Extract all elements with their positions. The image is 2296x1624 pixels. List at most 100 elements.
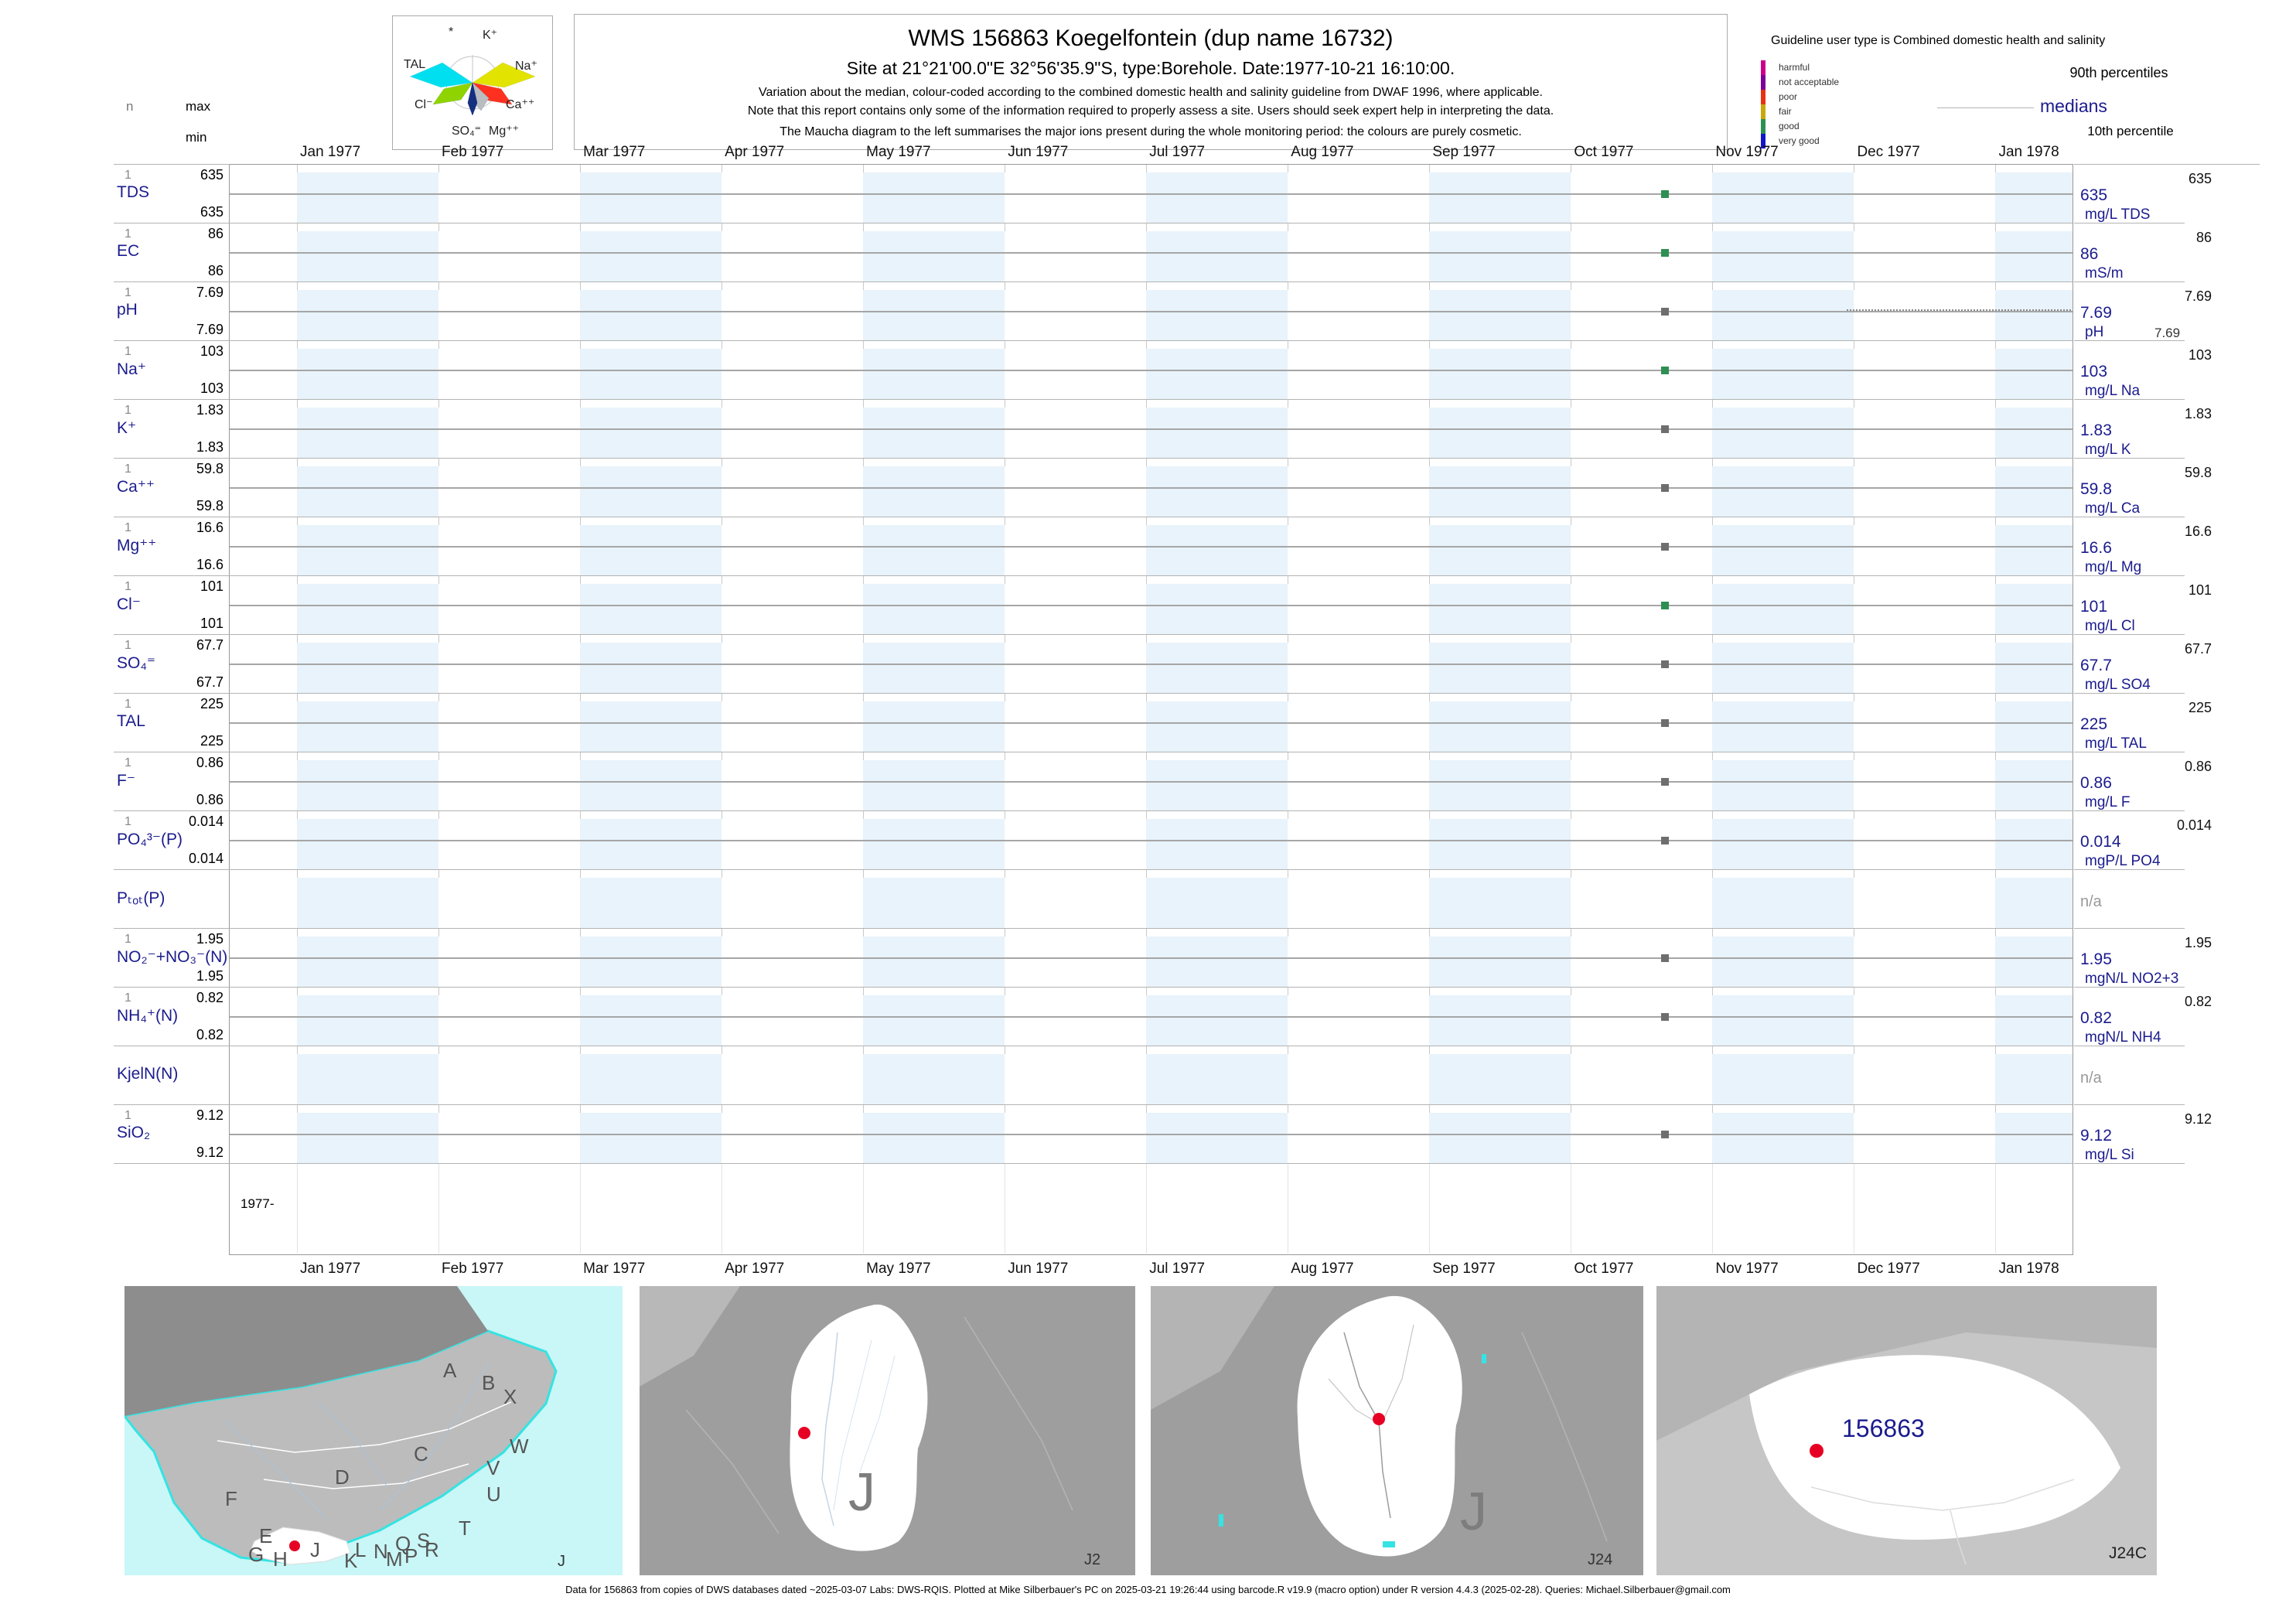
month-band (580, 584, 722, 634)
month-tick (580, 517, 582, 525)
ion-label-other: * (449, 26, 454, 39)
median-line (230, 252, 2073, 254)
month-label: Jun 1977 (1008, 144, 1069, 160)
param-values-cell: 635 635 mg/L TDS (2074, 165, 2212, 223)
maucha-wedge-cl (432, 82, 473, 105)
month-band (1712, 1113, 1854, 1163)
month-band (580, 643, 722, 693)
unit-label: mg/L K (2085, 442, 2131, 458)
month-tick (1712, 635, 1714, 643)
median-value: 67.7 (2080, 657, 2112, 674)
param-label: pH (117, 301, 138, 319)
unit-label: mgP/L PO4 (2085, 853, 2161, 869)
month-tick (1712, 811, 1714, 819)
param-values-cell: 0.82 0.82 mgN/L NH4 (2074, 988, 2212, 1046)
month-tick (1429, 341, 1431, 349)
month-band (863, 760, 1005, 810)
month-tick (1712, 576, 1714, 584)
unit-label: mg/L Cl (2085, 618, 2135, 634)
param-label: Ca⁺⁺ (117, 478, 155, 496)
month-band (1429, 290, 1571, 340)
month-band (863, 701, 1005, 752)
sample-marker (1661, 1013, 1669, 1021)
drainage-letter-T: T (459, 1517, 471, 1540)
guideline-segment-not-acceptable (1761, 75, 1765, 90)
param-label: PO₄³⁻(P) (117, 831, 183, 848)
median-line (230, 193, 2073, 195)
month-band (1712, 172, 1854, 223)
param-stats-cell: K⁺ 1 1.83 1.83 (114, 400, 230, 459)
month-band (1995, 643, 2073, 693)
month-band (580, 349, 722, 399)
param-label: SiO₂ (117, 1124, 151, 1141)
month-band (580, 1113, 722, 1163)
month-tick (580, 1046, 582, 1054)
region-letter: J (848, 1462, 875, 1522)
month-band (297, 701, 439, 752)
drainage-letter-S: S (417, 1529, 430, 1552)
month-tick (297, 459, 298, 466)
month-tick (1429, 1046, 1431, 1054)
month-tick (863, 694, 865, 701)
n-value: 1 (125, 639, 131, 652)
month-band (580, 760, 722, 810)
month-band (1712, 701, 1854, 752)
month-tick (1712, 752, 1714, 760)
drainage-letter-E: E (259, 1524, 272, 1547)
n-value: 1 (125, 580, 131, 593)
month-tick (1995, 870, 1997, 878)
min-value: 0.014 (188, 851, 223, 866)
month-tick (1712, 870, 1714, 878)
month-tick (438, 341, 440, 349)
axis-start-strip: 1977- (230, 1164, 2073, 1254)
param-values-cell: n/a (2074, 870, 2185, 929)
month-band (863, 878, 1005, 928)
month-band (1429, 349, 1571, 399)
month-tick (863, 752, 865, 760)
param-values-cell: 16.6 16.6 mg/L Mg (2074, 517, 2212, 576)
month-band (1146, 701, 1288, 752)
unit-label: mg/L Mg (2085, 559, 2142, 575)
month-label: Feb 1977 (442, 1261, 504, 1277)
param-label: NO₂⁻+NO₃⁻(N) (117, 948, 228, 966)
sample-marker (1661, 425, 1669, 433)
month-tick (1146, 400, 1148, 408)
month-band (1429, 878, 1571, 928)
month-band (863, 819, 1005, 869)
param-stats-cell: KjelN(N) (114, 1046, 230, 1105)
month-band (297, 937, 439, 987)
month-tick (1712, 282, 1714, 290)
site-subtitle: Site at 21°21'00.0"E 32°56'35.9"S, type:… (846, 58, 1455, 78)
month-band (863, 1113, 1005, 1163)
axis-start-note: 1977- (241, 1196, 275, 1211)
month-tick (863, 517, 865, 525)
month-band (580, 525, 722, 575)
param-stats-cell: NH₄⁺(N) 1 0.82 0.82 (114, 988, 230, 1046)
drainage-letter-N: N (374, 1540, 388, 1563)
month-tick (297, 635, 298, 643)
guideline-segment-harmful (1761, 60, 1765, 75)
p90-label: 90th percentiles (2069, 65, 2168, 80)
unit-label: mg/L SO4 (2085, 677, 2151, 693)
month-tick (580, 282, 582, 290)
p90-value: 86 (2195, 230, 2212, 245)
month-tick (438, 811, 440, 819)
month-tick (580, 1164, 582, 1254)
month-tick (297, 517, 298, 525)
max-value: 1.95 (196, 931, 223, 947)
drainage-letters: A BX C W D VU FE T Q S L N RM P G H J K (225, 1359, 529, 1572)
site-number-label: 156863 (1842, 1414, 1925, 1442)
param-values-cell: 59.8 59.8 mg/L Ca (2074, 459, 2212, 517)
p90-value: 1.83 (2184, 406, 2212, 421)
ph-guideline-dots (1847, 309, 2071, 311)
month-tick (1712, 165, 1714, 172)
median-line (230, 1016, 2073, 1018)
median-value: 1.83 (2080, 421, 2112, 439)
month-tick (1146, 811, 1148, 819)
param-row (230, 811, 2073, 870)
month-tick (1146, 341, 1148, 349)
month-tick (1429, 811, 1431, 819)
param-row (230, 165, 2073, 223)
drainage-letter-Q: Q (395, 1532, 411, 1555)
